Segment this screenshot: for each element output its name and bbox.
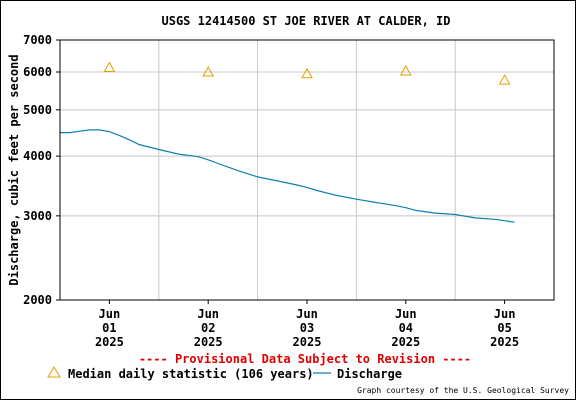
x-tick-label: Jun	[494, 307, 516, 321]
legend-triangle-icon	[47, 366, 61, 378]
x-tick-label: 05	[497, 321, 511, 335]
provisional-notice: ---- Provisional Data Subject to Revisio…	[139, 352, 471, 366]
legend-label-discharge: Discharge	[337, 367, 402, 381]
median-marker	[103, 61, 116, 73]
legend: Median daily statistic (106 years) Disch…	[47, 366, 402, 381]
x-tick-label: 02	[201, 321, 215, 335]
x-tick-label: 04	[399, 321, 413, 335]
y-tick-label: 3000	[23, 209, 52, 223]
x-tick-label: 2025	[194, 335, 223, 349]
y-tick-label: 4000	[23, 149, 52, 163]
x-tick-label: 2025	[95, 335, 124, 349]
x-tick-label: Jun	[99, 307, 121, 321]
x-tick-label: Jun	[197, 307, 219, 321]
plot-area-border	[59, 39, 555, 301]
y-tick-label: 2000	[23, 293, 52, 307]
x-tick-label: 03	[300, 321, 314, 335]
median-marker	[399, 64, 412, 76]
x-tick-label: 2025	[391, 335, 420, 349]
median-marker	[202, 65, 215, 77]
usgs-credit: Graph courtesy of the U.S. Geological Su…	[357, 386, 569, 395]
median-marker	[301, 67, 313, 79]
grid-lines	[56, 39, 554, 304]
x-tick-label: 01	[102, 321, 116, 335]
y-tick-label: 5000	[23, 103, 52, 117]
y-axis-label: Discharge, cubic feet per second	[7, 54, 21, 285]
x-tick-labels: Jun012025Jun022025Jun032025Jun042025Jun0…	[95, 307, 519, 349]
x-tick-label: 2025	[293, 335, 322, 349]
x-tick-label: Jun	[296, 307, 318, 321]
legend-label-median: Median daily statistic (106 years)	[68, 367, 314, 381]
x-tick-label: Jun	[395, 307, 417, 321]
discharge-line	[60, 129, 515, 223]
y-tick-label: 6000	[23, 65, 52, 79]
median-marker	[498, 74, 511, 85]
y-tick-label: 7000	[23, 33, 52, 47]
y-tick-labels: 2000 3000 4000 5000 6000 7000	[23, 33, 52, 307]
chart-title: USGS 12414500 ST JOE RIVER AT CALDER, ID	[162, 14, 451, 28]
x-tick-label: 2025	[490, 335, 519, 349]
data-series	[60, 61, 515, 223]
